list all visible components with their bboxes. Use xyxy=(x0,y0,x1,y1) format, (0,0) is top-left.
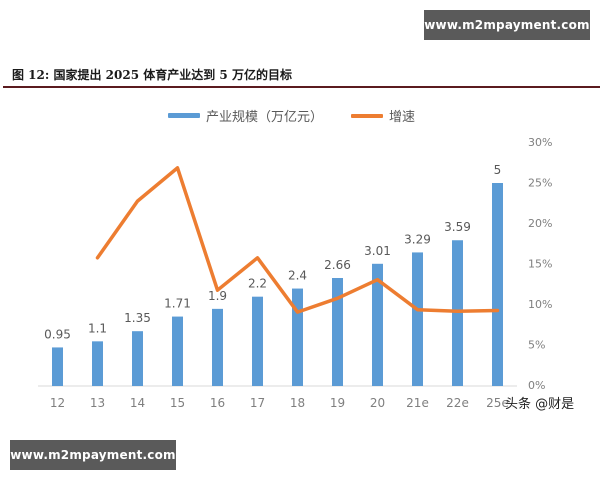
x-tick-label: 14 xyxy=(130,396,145,410)
x-tick-label: 21e xyxy=(406,396,429,410)
bar-data-label: 2.66 xyxy=(324,258,351,272)
legend-item-bar: 产业规模（万亿元） xyxy=(168,106,323,125)
bar-data-label: 3.59 xyxy=(444,220,471,234)
bar-data-label: 2.4 xyxy=(288,269,307,283)
bar xyxy=(332,278,343,386)
bar-data-label: 3.29 xyxy=(404,232,431,246)
x-tick-label: 22e xyxy=(446,396,469,410)
legend-item-line: 增速 xyxy=(351,106,415,125)
bar-data-label: 2.2 xyxy=(248,277,267,291)
source-credit: 头条 @财是 xyxy=(505,397,575,412)
bar xyxy=(452,240,463,386)
bar xyxy=(372,263,383,386)
y-right-tick-label: 25% xyxy=(528,177,552,190)
watermark-bottom: www.m2mpayment.com xyxy=(10,440,176,470)
bar-data-label: 1.35 xyxy=(124,311,151,325)
bar xyxy=(212,308,223,386)
x-tick-label: 16 xyxy=(210,396,225,410)
bar xyxy=(292,288,303,386)
bar-swatch-icon xyxy=(168,113,200,118)
growth-line xyxy=(95,166,500,314)
chart-legend: 产业规模（万亿元） 增速 xyxy=(168,106,443,125)
x-tick-label: 13 xyxy=(90,396,105,410)
bar xyxy=(412,252,423,386)
title-divider xyxy=(3,86,600,88)
y-right-tick-label: 30% xyxy=(528,136,552,149)
bar xyxy=(52,347,63,386)
chart-plot: 0.95 12 1.1 13 1.35 14 1.71 15 1.9 16 2.2 17 2.4 18 2.… xyxy=(38,136,552,410)
bar-data-label: 5 xyxy=(494,163,502,177)
x-tick-label: 12 xyxy=(50,396,65,410)
x-tick-label: 15 xyxy=(170,396,185,410)
bar xyxy=(92,341,103,386)
x-tick-label: 25e xyxy=(486,396,509,410)
bar xyxy=(492,183,503,386)
bar-data-label: 1.71 xyxy=(164,297,191,311)
x-tick-label: 20 xyxy=(370,396,385,410)
y-right-tick-label: 0% xyxy=(528,379,545,392)
bar xyxy=(252,296,263,386)
x-tick-label: 17 xyxy=(250,396,265,410)
line-swatch-icon xyxy=(351,113,384,118)
x-tick-label: 18 xyxy=(290,396,305,410)
legend-label-bar: 产业规模（万亿元） xyxy=(206,110,324,125)
x-tick-label: 19 xyxy=(330,396,345,410)
figure-title: 图 12: 国家提出 2025 体育产业达到 5 万亿的目标 xyxy=(12,68,292,82)
y-right-tick-label: 5% xyxy=(528,339,545,352)
bar xyxy=(132,331,143,386)
y-right-tick-label: 20% xyxy=(528,217,552,230)
bar-data-label: 1.1 xyxy=(88,321,107,335)
y-right-tick-label: 15% xyxy=(528,258,552,271)
bar-data-label: 1.9 xyxy=(208,289,227,303)
y-right-tick-label: 10% xyxy=(528,298,552,311)
bar xyxy=(172,316,183,386)
watermark-top: www.m2mpayment.com xyxy=(424,10,590,40)
bar-data-label: 3.01 xyxy=(364,244,391,258)
legend-label-line: 增速 xyxy=(389,110,416,125)
bar-data-label: 0.95 xyxy=(44,327,71,341)
